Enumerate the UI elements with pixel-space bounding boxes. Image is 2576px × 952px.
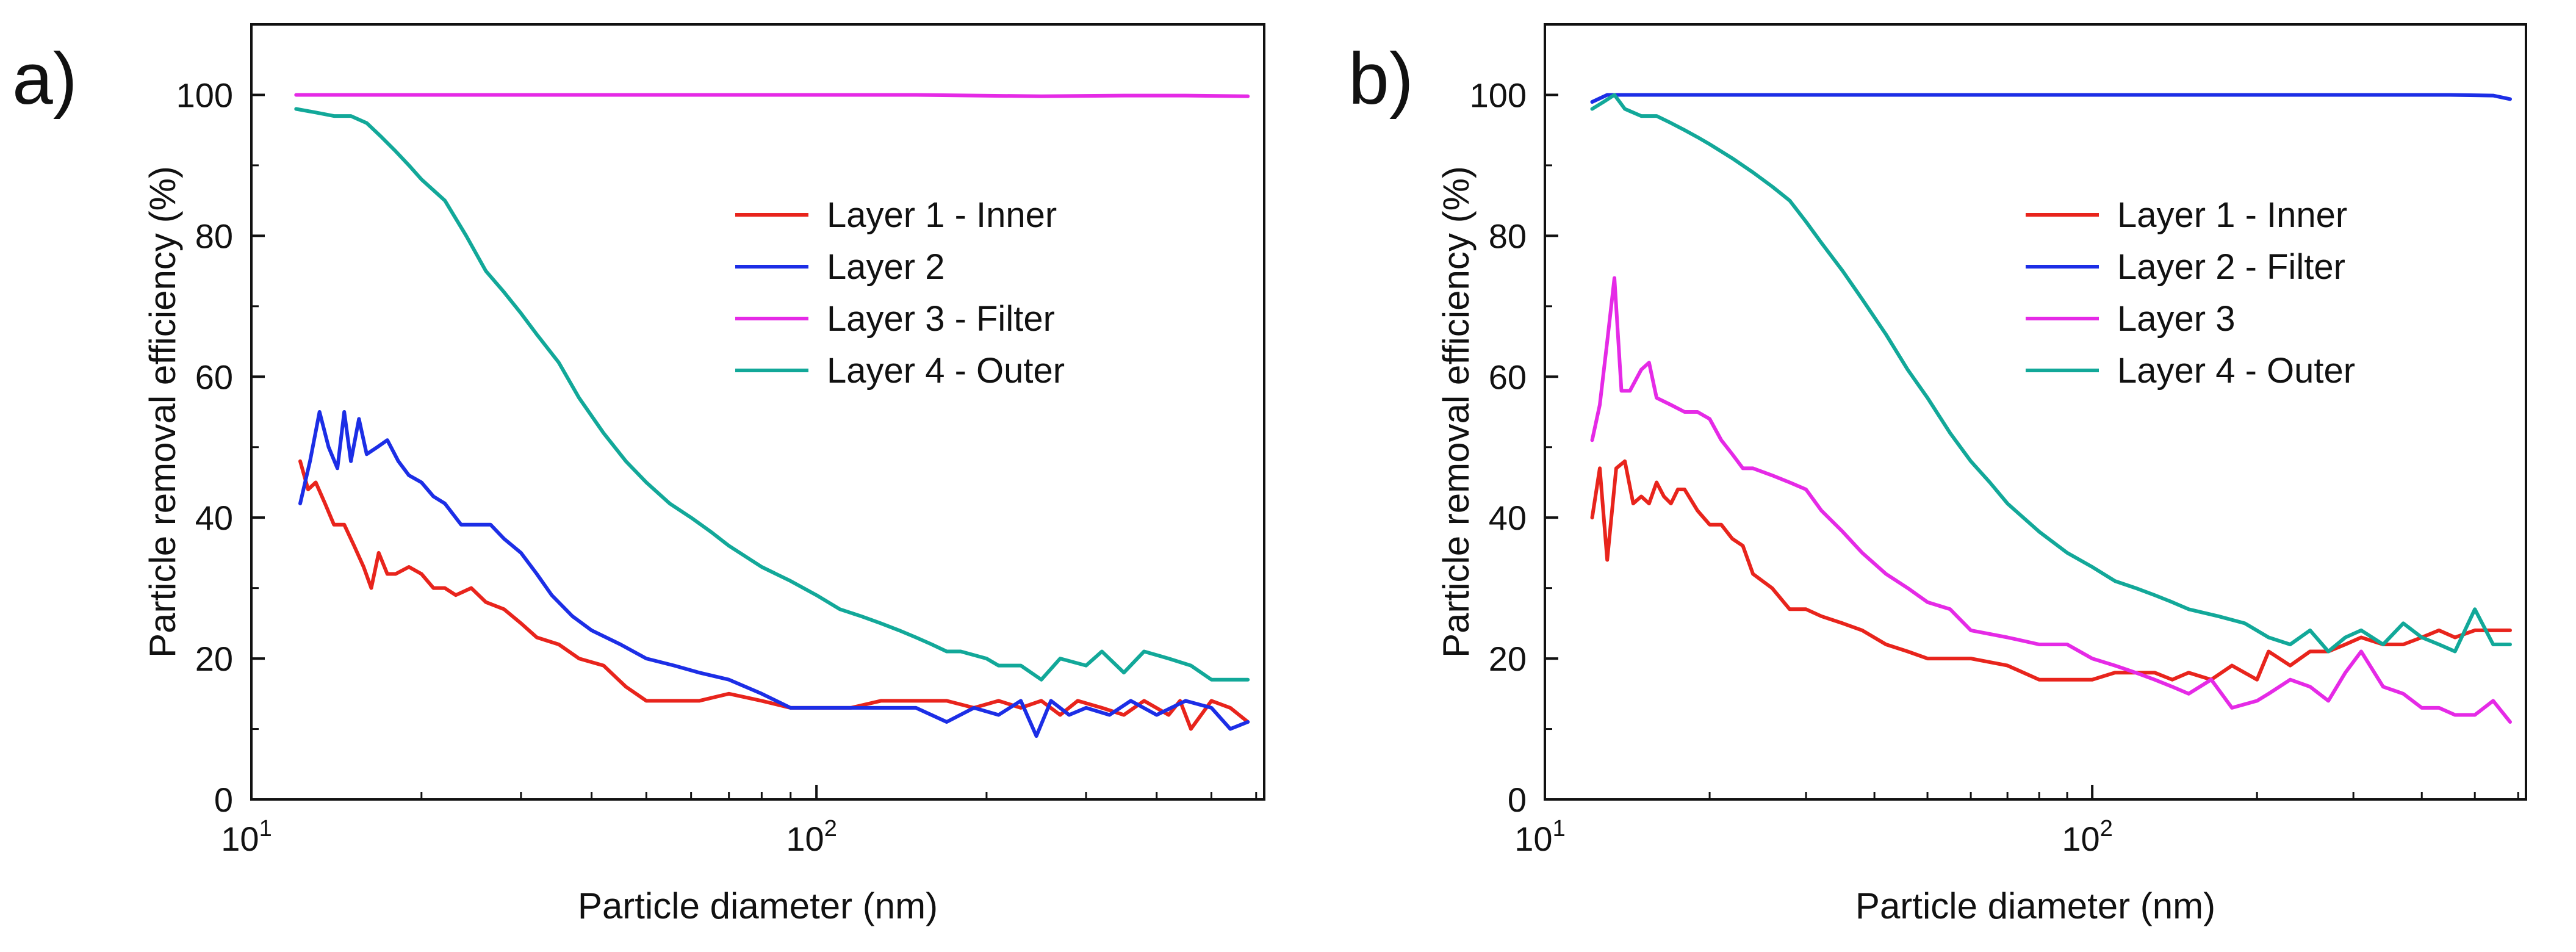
legend-label: Layer 1 - Inner [827, 195, 1057, 235]
legend-label: Layer 4 - Outer [2117, 351, 2355, 391]
series-line-4 [294, 107, 1250, 682]
series-line-4 [1590, 93, 2512, 654]
panel-label: a) [12, 38, 77, 120]
series-lines [1590, 93, 2512, 724]
y-axis-title: Particle removal efficiency (%) [142, 166, 183, 658]
series-line-1 [1590, 459, 2512, 682]
series-line-2 [298, 410, 1250, 738]
x-tick-label: 101 [221, 816, 272, 858]
x-tick-label: 101 [1514, 816, 1565, 858]
x-axis-title: Particle diameter (nm) [578, 885, 938, 926]
y-tick-label: 0 [1508, 781, 1527, 819]
y-tick-label: 60 [1489, 358, 1527, 396]
y-tick-label: 80 [195, 217, 233, 255]
y-tick-label: 100 [176, 76, 233, 114]
series-line-2 [1590, 93, 2512, 104]
y-tick-label: 40 [195, 499, 233, 537]
legend-label: Layer 2 - Filter [2117, 247, 2345, 287]
x-axis-title: Particle diameter (nm) [1855, 885, 2215, 926]
legend-label: Layer 4 - Outer [827, 351, 1065, 391]
x-tick-label: 102 [2062, 816, 2112, 858]
x-tick-label: 102 [786, 816, 836, 858]
y-axis-title: Particle removal efficiency (%) [1436, 166, 1477, 658]
legend-label: Layer 3 [2117, 299, 2235, 339]
y-tick-label: 100 [1470, 76, 1527, 114]
legend-label: Layer 3 - Filter [827, 299, 1055, 339]
y-tick-label: 0 [214, 781, 233, 819]
y-tick-label: 20 [1489, 640, 1527, 678]
series-line-1 [298, 459, 1250, 731]
legend-label: Layer 2 [827, 247, 944, 287]
legend: Layer 1 - Inner Layer 2 Layer 3 - Filter La… [735, 195, 1065, 391]
y-tick-label: 60 [195, 358, 233, 396]
legend: Layer 1 - Inner Layer 2 - Filter Layer 3 La… [2026, 195, 2355, 391]
series-line-3 [1590, 276, 2512, 724]
y-tick-label: 20 [195, 640, 233, 678]
series-line-3 [294, 93, 1250, 98]
plot-frame [250, 23, 1265, 801]
series-lines [294, 93, 1250, 738]
panel-a: 0 20 40 60 80 100 101 102 Particle diameter (nm)… [12, 23, 1265, 926]
plot-frame [1544, 23, 2527, 801]
legend-label: Layer 1 - Inner [2117, 195, 2347, 235]
panel-b: 0 20 40 60 80 100 101 102 Particle diameter (nm)… [1348, 23, 2527, 926]
y-tick-label: 40 [1489, 499, 1527, 537]
y-tick-label: 80 [1489, 217, 1527, 255]
panel-label: b) [1348, 38, 1414, 120]
